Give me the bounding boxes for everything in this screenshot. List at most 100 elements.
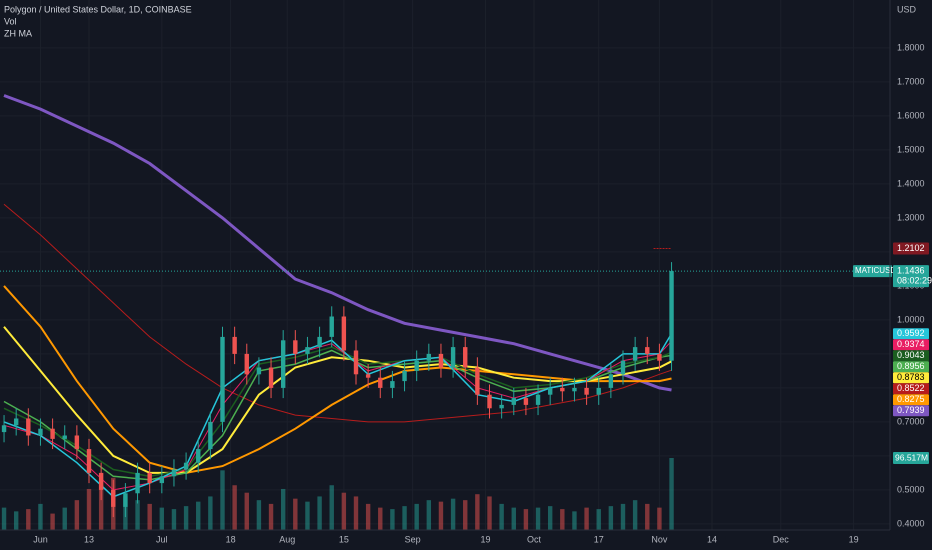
volume-bar [645, 503, 650, 530]
candle-body [657, 353, 662, 361]
ma-label: 0.9043 [897, 350, 925, 360]
ma-label-box [893, 361, 929, 373]
x-tick-label: Nov [651, 534, 668, 544]
volume-bar [13, 511, 19, 530]
indicator-name: Vol [4, 16, 17, 26]
ma-label: 0.8522 [897, 383, 925, 393]
candle-body [329, 316, 334, 337]
volume-bar [26, 509, 31, 530]
volume-bar [50, 513, 55, 530]
volume-bar [159, 507, 165, 530]
candle-body [463, 347, 468, 368]
candle-body [608, 374, 614, 388]
candle-body [632, 347, 638, 361]
candle-body [523, 398, 529, 405]
volume-bar [341, 492, 347, 530]
volume-bar [293, 498, 298, 530]
volume-bar [632, 500, 638, 530]
candle-body [669, 271, 674, 361]
volume-bar [620, 503, 626, 530]
candle-body [13, 418, 19, 426]
x-tick-label: 17 [594, 534, 604, 544]
volume-bar [280, 488, 286, 530]
countdown: 08:02:29 [897, 275, 932, 285]
candle-body [317, 336, 322, 348]
candle-body [62, 435, 67, 439]
candle-body [159, 476, 165, 484]
volume-bar [196, 501, 201, 530]
volume-bar [38, 503, 43, 530]
high-label-box [893, 242, 929, 255]
y-tick-label: 1.0000 [897, 314, 925, 324]
volume-bar [414, 503, 419, 530]
volume-bar [305, 501, 310, 530]
volume-bar [450, 498, 456, 530]
ma-label: 0.8275 [897, 394, 925, 404]
moving-average [3, 333, 673, 498]
candle-body [511, 398, 516, 405]
candle-body [596, 387, 601, 395]
volume-bar [220, 470, 225, 530]
candle-body [535, 394, 541, 405]
candle-body [572, 387, 577, 392]
volume-bar [378, 507, 383, 530]
price-box [893, 265, 929, 288]
volume-bar [135, 500, 140, 530]
volume-label: 96.517M [895, 452, 928, 462]
volume-bar [268, 503, 274, 530]
volume-bar [487, 496, 492, 530]
candle-body [135, 472, 140, 494]
candle-body [378, 377, 383, 388]
price-label: 1.1436 [897, 265, 925, 275]
ma-label: 0.9592 [897, 328, 925, 338]
x-tick-label: Oct [527, 534, 542, 544]
candle-body [183, 462, 189, 470]
candle-body [499, 404, 504, 409]
candle-body [244, 353, 249, 375]
volume-bar [475, 494, 480, 530]
candle-body [50, 428, 55, 439]
volume-bar [584, 507, 589, 530]
candle-body [208, 421, 213, 450]
volume-bar [499, 503, 504, 530]
volume-bar [402, 506, 407, 530]
candle-body [450, 347, 456, 368]
ma-label-box [893, 405, 929, 417]
y-tick-label: 0.5000 [897, 484, 925, 494]
candle-body [256, 367, 262, 375]
volume-bar [232, 485, 237, 530]
candle-body [365, 374, 371, 378]
candle-body [390, 381, 395, 388]
volume-bar [171, 509, 177, 530]
x-tick-label: Aug [279, 534, 295, 544]
currency: USD [897, 4, 917, 14]
volume-bar [463, 500, 468, 530]
candle-body [560, 387, 565, 392]
candle-body [111, 489, 116, 507]
volume-bar [365, 503, 371, 530]
volume-bar [208, 496, 213, 530]
volume-bar [572, 511, 577, 530]
volume-label-box [893, 452, 929, 464]
moving-average [3, 203, 672, 423]
ma-label-box [893, 350, 929, 362]
chart-title: Polygon / United States Dollar, 1D, COIN… [4, 4, 192, 14]
candle-body [426, 353, 432, 361]
candle-body [98, 472, 104, 490]
x-tick-label: 18 [226, 534, 236, 544]
y-tick-label: 1.8000 [897, 42, 925, 52]
candle-body [220, 336, 225, 422]
volume-bar [62, 507, 67, 530]
x-tick-label: 19 [480, 534, 490, 544]
candle-body [74, 435, 80, 450]
candle-body [475, 367, 480, 395]
candle-body [86, 449, 92, 473]
volume-bar [438, 501, 444, 530]
candle-body [547, 387, 553, 395]
x-tick-label: Jun [33, 534, 48, 544]
x-tick-label: Jul [156, 534, 168, 544]
y-tick-label: 0.7000 [897, 416, 925, 426]
volume-bar [596, 509, 601, 530]
